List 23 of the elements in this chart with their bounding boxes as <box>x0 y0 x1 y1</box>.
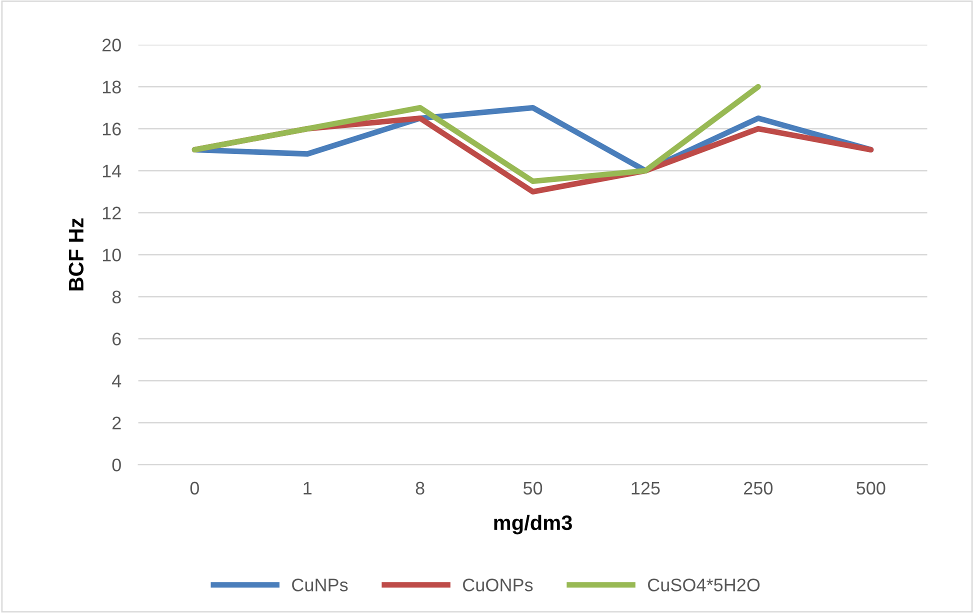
legend-label: CuNPs <box>292 578 348 592</box>
x-tick-label: 250 <box>744 482 773 495</box>
y-tick-label: 2 <box>112 416 121 430</box>
y-tick-label: 16 <box>102 122 121 136</box>
y-tick-label: 6 <box>112 332 121 346</box>
x-axis-title: mg/dm3 <box>494 514 572 534</box>
y-tick-label: 8 <box>112 290 121 304</box>
y-axis-title: BCF Hz <box>68 218 84 290</box>
y-tick-label: 4 <box>112 374 122 388</box>
legend-label: CuSO4*5H2O <box>648 578 760 592</box>
x-tick-label: 8 <box>416 482 424 495</box>
x-tick-label: 1 <box>304 482 312 494</box>
y-tick-label: 14 <box>102 164 122 178</box>
x-tick-label: 125 <box>632 482 660 495</box>
y-tick-label: 0 <box>112 458 121 472</box>
x-tick-label: 0 <box>190 482 199 495</box>
y-tick-label: 12 <box>102 206 121 220</box>
x-tick-label: 50 <box>523 482 542 495</box>
y-tick-label: 10 <box>102 248 121 262</box>
legend-label: CuONPs <box>463 578 533 592</box>
y-tick-label: 18 <box>102 80 121 94</box>
x-tick-label: 500 <box>856 482 886 495</box>
y-tick-label: 20 <box>102 38 121 52</box>
